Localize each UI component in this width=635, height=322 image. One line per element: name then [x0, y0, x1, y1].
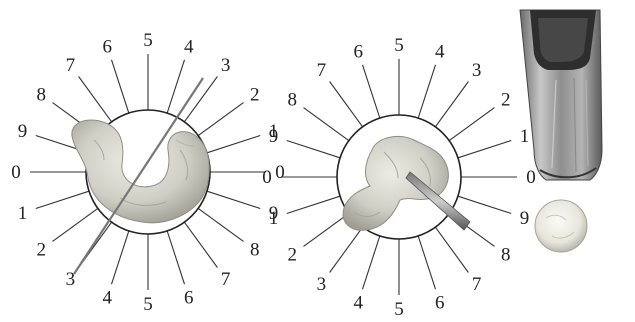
dial-label: 7 [472, 274, 482, 295]
dial-label: 1 [269, 208, 279, 229]
dial-label: 4 [435, 42, 445, 63]
dial-label: 0 [11, 162, 21, 183]
dial-label: 5 [394, 35, 404, 56]
dial-label: 5 [143, 294, 153, 315]
dial-label: 0 [526, 167, 536, 188]
left-specimen [71, 119, 210, 224]
dial-spoke [434, 226, 469, 273]
dial-spoke [434, 81, 469, 128]
middle-probe [405, 171, 471, 231]
dial-label: 3 [221, 55, 231, 76]
dial-spoke [303, 107, 350, 142]
dial-label: 8 [501, 245, 511, 266]
dial-label: 9 [269, 126, 279, 147]
dial-spoke [197, 102, 244, 137]
dial-label: 3 [317, 274, 327, 295]
dial-label: 9 [520, 208, 530, 229]
dial-spoke [457, 139, 512, 159]
dial-label: 6 [353, 42, 363, 63]
dial-label: 1 [520, 126, 530, 147]
dial-spoke [52, 207, 99, 242]
middle-dial-spokes [281, 59, 517, 295]
dial-spoke [417, 64, 437, 119]
dial-label: 8 [250, 240, 260, 261]
dial-spoke [183, 76, 218, 123]
dial-spoke [303, 212, 350, 247]
dial-label: 7 [221, 269, 231, 290]
tissue-disc [534, 199, 588, 253]
dial-spoke [78, 76, 113, 123]
dial-label: 2 [250, 84, 260, 105]
dial-spoke [206, 190, 261, 210]
dial-label: 7 [66, 55, 76, 76]
dial-spoke [286, 195, 341, 215]
dial-label: 8 [287, 89, 297, 110]
dial-spoke [206, 134, 261, 154]
dial-label: 2 [501, 89, 511, 110]
dial-label: 0 [262, 167, 272, 188]
dial-label: 6 [184, 288, 194, 309]
dial-label: 0 [275, 162, 285, 183]
dial-spoke [166, 230, 186, 285]
dial-spoke [183, 221, 218, 268]
dial-spoke [361, 235, 381, 290]
dial-spoke [110, 59, 130, 114]
dial-spoke [35, 190, 90, 210]
dial-label: 2 [287, 245, 297, 266]
dial-label: 6 [435, 293, 445, 314]
dial-label: 3 [472, 60, 482, 81]
dial-label: 1 [18, 203, 28, 224]
dial-label: 5 [143, 30, 153, 51]
dial-label: 3 [66, 269, 76, 290]
dial-spoke [110, 230, 130, 285]
dial-label: 7 [317, 60, 327, 81]
middle-specimen [342, 135, 449, 231]
dial-label: 4 [353, 293, 363, 314]
dial-label: 2 [36, 240, 46, 261]
dial-label: 4 [184, 37, 194, 58]
left-diagonal-rod [73, 77, 204, 275]
dial-spoke [448, 107, 495, 142]
dial-spoke [166, 59, 186, 114]
dial-spoke [329, 81, 364, 128]
dial-label: 6 [102, 37, 112, 58]
dial-spoke [329, 226, 364, 273]
dial-label: 1 [269, 121, 279, 142]
dial-label: 9 [18, 121, 28, 142]
dial-spoke [197, 207, 244, 242]
dial-spoke [417, 235, 437, 290]
dial-spoke [361, 64, 381, 119]
metal-punch [519, 9, 603, 181]
dial-label: 8 [36, 84, 46, 105]
dial-label: 5 [394, 299, 404, 320]
dial-spoke [457, 195, 512, 215]
dial-spoke [286, 139, 341, 159]
dial-label: 9 [269, 203, 279, 224]
dial-label: 4 [102, 288, 112, 309]
